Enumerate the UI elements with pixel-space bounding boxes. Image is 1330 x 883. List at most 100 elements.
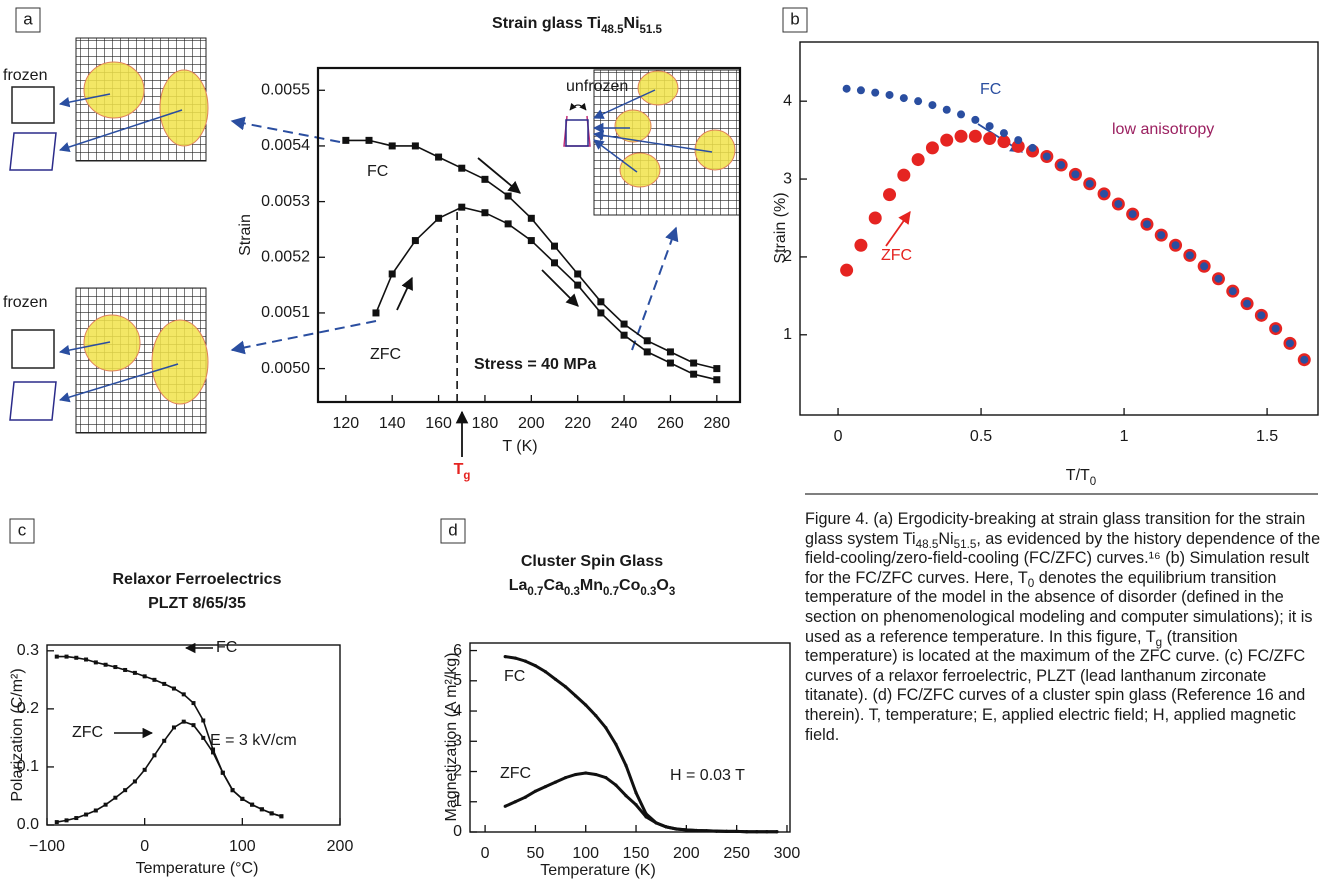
y-tick-label: 4 (783, 92, 792, 109)
point (1200, 262, 1209, 271)
y-tick-label: 2 (783, 248, 792, 265)
panel-label: d (448, 520, 457, 539)
point (543, 670, 548, 674)
chart-subtitle-part: O (656, 577, 668, 594)
point (999, 129, 1008, 138)
x-tick-label: 180 (472, 415, 499, 432)
point (1300, 355, 1309, 364)
point (1185, 251, 1194, 260)
point (230, 788, 235, 793)
panel-box (15, 7, 41, 33)
point (54, 820, 59, 825)
point (914, 97, 923, 106)
x-tick-label: 300 (774, 845, 801, 862)
x-tick-label: 120 (332, 415, 359, 432)
point (64, 654, 69, 659)
series-line (504, 771, 777, 834)
point (84, 812, 89, 817)
x-axis-label: T/T0 (1066, 467, 1096, 488)
point (523, 659, 527, 663)
point (871, 88, 880, 97)
point (644, 815, 648, 819)
caption-part: 48.5 (915, 537, 939, 551)
y-tick-label: 0.0053 (261, 193, 310, 210)
chart-subtitle: PLZT 8/65/35 (148, 595, 246, 612)
point (113, 665, 118, 670)
point (624, 794, 628, 798)
point (411, 237, 419, 245)
chart-subtitle-part: 0.3 (640, 586, 656, 598)
point (940, 133, 954, 147)
series-line (375, 206, 717, 381)
point (1057, 161, 1066, 170)
y-tick-label: 0.3 (17, 642, 39, 659)
point (1042, 152, 1051, 161)
plot-frame (46, 644, 341, 826)
y-tick-label: 1 (453, 793, 462, 810)
y-tick-label: 0.0052 (261, 248, 310, 265)
y-tick-label: 0.0 (17, 816, 39, 833)
point (883, 188, 897, 202)
point (162, 738, 167, 743)
point (674, 827, 678, 831)
lattice-decoration (9, 37, 741, 457)
point (643, 348, 651, 356)
x-tick-label: 0 (140, 838, 149, 855)
point (365, 136, 373, 144)
point (899, 94, 908, 103)
caption-part: , as evidenced by the history dependence… (805, 529, 1321, 587)
point (152, 753, 157, 758)
point (684, 828, 688, 832)
point (93, 660, 98, 665)
x-tick-label: 100 (572, 845, 599, 862)
point (654, 821, 658, 825)
caption-part: 0 (1027, 577, 1035, 591)
point (634, 791, 638, 795)
point (132, 670, 137, 675)
point (171, 686, 176, 691)
annotation: E = 3 kV/cm (210, 732, 297, 749)
point (342, 136, 350, 144)
point (74, 655, 79, 660)
point (634, 803, 638, 807)
point (411, 142, 419, 150)
point (854, 238, 868, 252)
point (597, 309, 605, 317)
tg-label-part: g (463, 470, 470, 482)
point (132, 779, 137, 784)
plot-frame (316, 66, 742, 404)
x-axis-label: Temperature (K) (540, 862, 656, 879)
caption-part: denotes the equilibrium transition tempe… (805, 568, 1313, 646)
panel-label: b (790, 9, 799, 28)
chart-title-part: 48.5 (601, 24, 624, 36)
point (103, 802, 108, 807)
point (458, 164, 466, 172)
point (503, 804, 507, 808)
point (191, 723, 196, 728)
x-tick-label: 160 (425, 415, 452, 432)
x-tick-label: 1 (1120, 428, 1129, 445)
point (481, 209, 489, 217)
point (551, 242, 559, 250)
x-tick-label: 140 (379, 415, 406, 432)
point (113, 795, 118, 800)
point (1243, 299, 1252, 308)
point (171, 725, 176, 730)
point (604, 775, 608, 780)
x-tick-label: 1.5 (1256, 428, 1278, 445)
point (220, 770, 225, 775)
chart-subtitle-part: Co (619, 577, 641, 594)
point (1071, 170, 1080, 179)
x-tick-label: 150 (623, 845, 650, 862)
point (1011, 139, 1025, 153)
point (458, 203, 466, 211)
y-tick-label: 0.0051 (261, 304, 310, 321)
point (840, 263, 854, 277)
point (142, 674, 147, 679)
y-axis-label: Polarization (C/m²) (9, 668, 26, 801)
point (604, 726, 608, 730)
y-tick-label: 0.2 (17, 700, 39, 717)
x-axis-label: T (K) (502, 438, 537, 455)
x-axis-label: Temperature (°C) (136, 860, 259, 877)
